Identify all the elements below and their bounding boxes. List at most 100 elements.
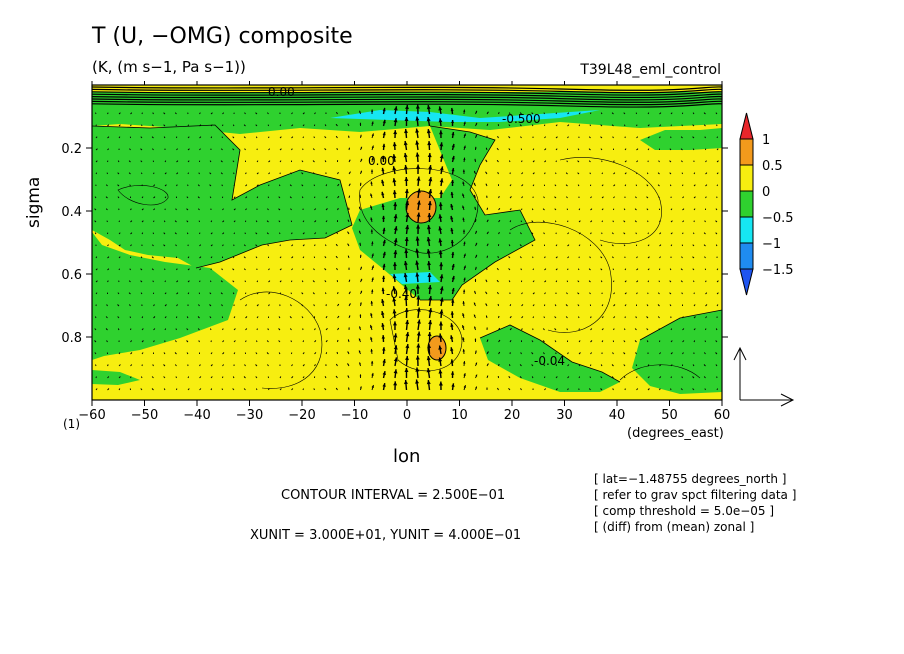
wind-vector-head <box>141 244 143 246</box>
wind-vector-head <box>438 106 443 111</box>
wind-vector-head <box>613 184 615 186</box>
wind-vector-head <box>359 314 362 317</box>
wind-vector-head <box>566 292 568 294</box>
wind-vector-head <box>94 352 96 354</box>
wind-vector-head <box>682 304 683 306</box>
wind-vector-head <box>473 314 476 317</box>
wind-vector-head <box>291 148 293 150</box>
wind-vector-head <box>255 112 257 114</box>
wind-vector-head <box>210 268 212 270</box>
wind-vector-head <box>382 239 386 244</box>
wind-vector-head <box>427 344 432 349</box>
wind-vector-head <box>245 352 246 354</box>
wind-vector-head <box>256 256 257 258</box>
wind-vector-head <box>257 316 259 318</box>
wind-vector-head <box>175 232 177 234</box>
wind-vector-head <box>314 316 315 318</box>
wind-vector-head <box>381 335 386 339</box>
wind-vector-head <box>222 220 224 222</box>
wind-vector-head <box>370 205 373 209</box>
wind-vector-head <box>520 220 522 222</box>
wind-vector-head <box>681 388 683 390</box>
wind-vector-head <box>462 313 465 316</box>
wind-vector-head <box>625 268 626 270</box>
wind-vector-head <box>589 148 591 150</box>
wind-vector-head <box>222 316 223 318</box>
wind-vector-head <box>96 148 98 150</box>
wind-vector-head <box>658 172 660 174</box>
wind-vector-head <box>176 196 177 198</box>
wind-vector-head <box>393 130 398 135</box>
wind-vector-head <box>188 160 190 162</box>
wind-vector-head <box>439 166 444 171</box>
wind-vector-head <box>107 124 109 126</box>
wind-vector-head <box>647 232 649 234</box>
wind-vector-head <box>427 261 432 266</box>
wind-vector-head <box>426 237 431 242</box>
wind-vector-head <box>221 388 223 390</box>
wind-vector-head <box>636 256 638 258</box>
wind-vector-head <box>325 364 327 366</box>
wind-vector-head <box>635 220 637 222</box>
wind-vector-head <box>636 136 638 138</box>
wind-vector-head <box>612 112 614 114</box>
wind-vector-head <box>291 136 293 138</box>
wind-vector-head <box>245 160 246 162</box>
wind-vector-head <box>682 364 683 366</box>
x-tick-label: 10 <box>451 408 468 423</box>
wind-vector-head <box>716 196 718 198</box>
wind-vector-head <box>715 112 717 114</box>
wind-vector-head <box>337 327 339 330</box>
wind-vector-head <box>232 136 234 138</box>
wind-vector-head <box>392 154 397 159</box>
wind-vector-head <box>601 364 602 366</box>
wind-vector-head <box>96 172 97 174</box>
wind-vector-head <box>463 385 466 388</box>
wind-vector-head <box>371 265 374 269</box>
wind-vector-head <box>325 160 326 162</box>
wind-vector-head <box>325 376 326 378</box>
wind-vector-head <box>107 292 108 294</box>
wind-vector-head <box>360 134 362 137</box>
wind-vector-head <box>636 124 638 126</box>
wind-vector-head <box>438 250 443 255</box>
wind-vector-head <box>579 220 581 222</box>
wind-vector-head <box>705 160 707 162</box>
wind-vector-head <box>371 157 374 160</box>
wind-vector-head <box>462 337 465 340</box>
wind-vector-head <box>256 136 258 138</box>
wind-vector-head <box>521 160 523 162</box>
wind-vector-head <box>153 304 155 306</box>
wind-vector-head <box>210 280 212 282</box>
contour-line-zero <box>91 124 353 269</box>
wind-vector-head <box>704 340 706 342</box>
wind-vector-head <box>579 352 581 354</box>
wind-vector-head <box>370 336 373 340</box>
wind-vector-head <box>635 232 637 234</box>
wind-vector-head <box>232 148 234 150</box>
wind-vector-head <box>521 196 523 198</box>
wind-vector-head <box>659 376 661 378</box>
wind-vector-head <box>381 203 385 208</box>
wind-vector-head <box>164 148 166 150</box>
wind-vector-head <box>360 278 363 281</box>
wind-vector-head <box>648 256 650 258</box>
wind-vector-head <box>359 110 361 113</box>
wind-vector-head <box>244 364 246 366</box>
wind-vector-head <box>199 388 201 390</box>
colorbar-label: 0 <box>762 185 770 200</box>
colorbar-label: −0.5 <box>762 211 794 226</box>
wind-vector-head <box>415 367 420 372</box>
wind-vector-head <box>543 328 545 330</box>
wind-vector-head <box>199 232 201 234</box>
wind-vector-head <box>130 208 132 210</box>
wind-vector-head <box>336 256 338 258</box>
wind-vector-head <box>692 124 694 126</box>
wind-vector-head <box>382 143 386 148</box>
wind-vector-head <box>165 184 167 186</box>
wind-vector-head <box>693 364 694 366</box>
wind-vector-head <box>486 195 488 197</box>
wind-vector-head <box>107 244 109 246</box>
wind-vector-head <box>509 232 511 234</box>
wind-vector-head <box>544 376 546 378</box>
